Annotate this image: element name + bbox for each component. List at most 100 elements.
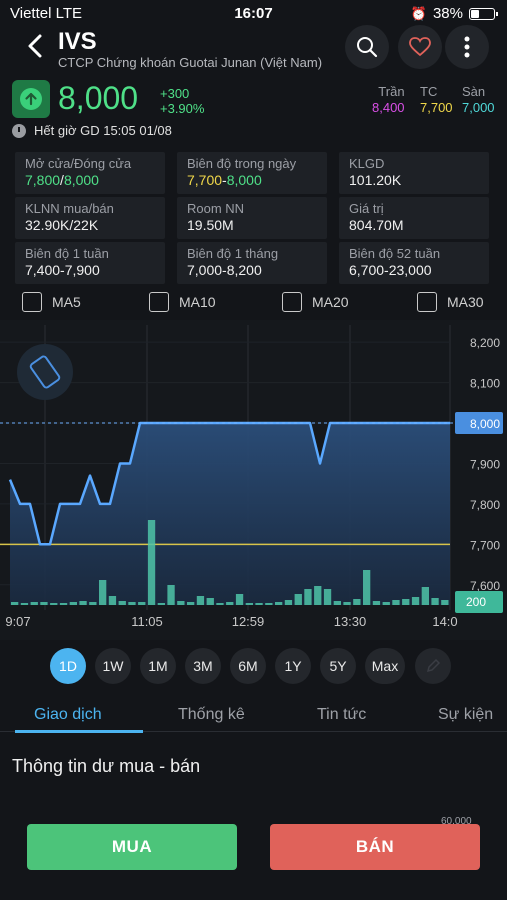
volume-bar [157, 603, 165, 605]
volume-bar [382, 602, 390, 605]
ma30-toggle[interactable]: MA30 [417, 292, 484, 312]
sell-button[interactable]: BÁN [270, 824, 480, 870]
period-1m[interactable]: 1M [140, 648, 176, 684]
period-1y[interactable]: 1Y [275, 648, 311, 684]
back-arrow-icon[interactable] [22, 30, 50, 62]
more-button[interactable] [445, 25, 489, 69]
more-vertical-icon [464, 36, 470, 58]
current-price-badge [455, 412, 503, 435]
price-chart[interactable]: 8,2008,1008,0007,9007,8007,7007,6008,000… [0, 320, 507, 640]
period-6m[interactable]: 6M [230, 648, 266, 684]
volume-bar [216, 603, 224, 605]
stat-value-traded: Giá trị 804.70M [339, 197, 489, 239]
x-tick-label: 11:05 [131, 614, 163, 629]
volume-bar [40, 602, 48, 605]
volume-bar [69, 602, 77, 605]
price-change: +300 +3.90% [160, 86, 204, 116]
stat-value: 7,800/8,000 [25, 172, 155, 189]
volume-bar [372, 601, 381, 605]
company-name: CTCP Chứng khoán Guotai Junan (Việt Nam) [58, 55, 323, 70]
ma10-toggle[interactable]: MA10 [149, 292, 216, 312]
volume-bar [196, 596, 205, 605]
tab-events[interactable]: Sự kiện [438, 706, 494, 723]
stat-range-1w: Biên độ 1 tuần 7,400-7,900 [15, 242, 165, 284]
arrow-up-icon [25, 92, 37, 106]
period-1w[interactable]: 1W [95, 648, 131, 684]
stat-value: 6,700-23,000 [349, 262, 432, 278]
search-button[interactable] [345, 25, 389, 69]
alarm-icon: ⏰ [410, 5, 427, 21]
y-tick-label: 7,600 [470, 579, 500, 593]
separator: / [60, 172, 64, 188]
stat-label: Mở cửa/Đóng cửa [25, 156, 132, 171]
current-price: 8,000 [58, 80, 139, 116]
stat-value: 32.90K/22K [25, 217, 99, 233]
search-icon [357, 37, 378, 58]
ma-label: MA5 [52, 294, 81, 310]
depth-axis-label: 60,000 [441, 816, 472, 827]
volume-badge [455, 591, 503, 613]
session-status: Hết giờ GD 15:05 01/08 [34, 123, 172, 138]
ma20-toggle[interactable]: MA20 [282, 292, 349, 312]
ma-label: MA10 [179, 294, 216, 310]
ceiling-label: Trần [378, 84, 405, 99]
change-value: +300 [160, 86, 190, 101]
stat-volume: KLGD 101.20K [339, 152, 489, 194]
checkbox[interactable] [417, 292, 437, 312]
change-percent: +3.90% [160, 101, 205, 116]
reference-value: 7,700 [420, 100, 453, 115]
y-tick-label: 7,700 [470, 538, 500, 552]
volume-bar [431, 598, 439, 605]
volume-bar [323, 589, 332, 605]
volume-bar [265, 603, 273, 605]
y-tick-label: 8,100 [470, 377, 500, 391]
volume-bar [118, 601, 126, 605]
volume-bar [206, 598, 214, 605]
tab-trading[interactable]: Giao dịch [34, 706, 102, 723]
floor-value: 7,000 [462, 100, 495, 115]
volume-bar [30, 602, 38, 605]
chart-type-button[interactable] [415, 648, 451, 684]
x-tick-label: 14:0 [432, 614, 457, 629]
battery-icon [469, 7, 498, 20]
stat-label: Biên độ 52 tuần [349, 246, 441, 261]
period-5y[interactable]: 5Y [320, 648, 356, 684]
volume-bar [245, 603, 253, 605]
stat-value: 804.70M [349, 217, 404, 233]
period-max[interactable]: Max [365, 648, 405, 684]
tab-news[interactable]: Tin tức [317, 706, 367, 723]
tab-statistics[interactable]: Thống kê [178, 706, 245, 723]
section-title: Thông tin dư mua - bán [12, 756, 201, 776]
stat-label: KLGD [349, 156, 385, 171]
buy-button[interactable]: MUA [27, 824, 237, 870]
volume-bar [11, 602, 19, 605]
checkbox[interactable] [22, 292, 42, 312]
volume-bar [294, 594, 302, 605]
clock-time: 16:07 [234, 5, 273, 22]
volume-bar [108, 596, 117, 605]
x-tick-label: 13:30 [334, 614, 367, 629]
current-price-label: 8,000 [470, 417, 500, 431]
reference-price: TC 7,700 [420, 84, 453, 116]
period-3m[interactable]: 3M [185, 648, 221, 684]
volume-bar [284, 600, 293, 605]
volume-bar [421, 587, 429, 605]
stat-range-1m: Biên độ 1 tháng 7,000-8,200 [177, 242, 327, 284]
period-1d[interactable]: 1D [50, 648, 86, 684]
checkbox[interactable] [282, 292, 302, 312]
checkbox[interactable] [149, 292, 169, 312]
volume-bar [343, 602, 351, 605]
stat-label: Biên độ 1 tuần [25, 246, 109, 261]
x-tick-label: 12:59 [232, 614, 265, 629]
volume-bar [79, 601, 87, 605]
volume-bar [128, 602, 136, 605]
volume-bar [147, 520, 156, 605]
stat-value: 19.50M [187, 217, 234, 233]
volume-bar [304, 589, 312, 605]
ma5-toggle[interactable]: MA5 [22, 292, 81, 312]
stat-value: 7,400-7,900 [25, 262, 100, 278]
stat-value: 7,000-8,200 [187, 262, 262, 278]
favorite-button[interactable] [398, 25, 442, 69]
volume-bar [275, 602, 283, 605]
volume-bar [99, 580, 107, 605]
